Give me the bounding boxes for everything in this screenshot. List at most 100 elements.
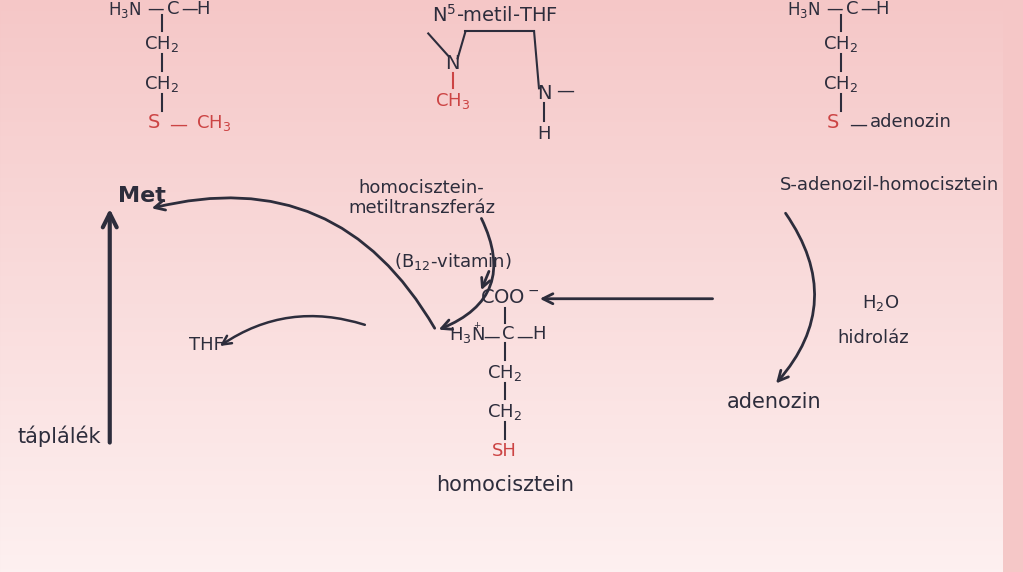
Bar bbox=[0, 296, 1003, 297]
Bar bbox=[0, 320, 1003, 321]
Bar bbox=[0, 133, 1003, 134]
Text: N: N bbox=[537, 84, 551, 103]
Text: N: N bbox=[445, 54, 460, 73]
Bar bbox=[0, 537, 1003, 538]
Bar bbox=[0, 38, 1003, 39]
Bar bbox=[0, 276, 1003, 277]
Bar bbox=[0, 484, 1003, 485]
Bar bbox=[0, 299, 1003, 300]
Bar bbox=[0, 175, 1003, 176]
Bar bbox=[0, 219, 1003, 220]
Bar bbox=[0, 290, 1003, 291]
Bar bbox=[0, 146, 1003, 147]
Bar bbox=[0, 388, 1003, 390]
Bar bbox=[0, 476, 1003, 477]
Bar bbox=[0, 288, 1003, 289]
Bar bbox=[0, 468, 1003, 469]
Bar bbox=[0, 535, 1003, 536]
Text: $\mathregular{CH_3}$: $\mathregular{CH_3}$ bbox=[196, 113, 231, 133]
Bar bbox=[0, 76, 1003, 77]
Bar bbox=[0, 500, 1003, 501]
Bar bbox=[0, 455, 1003, 456]
Bar bbox=[0, 560, 1003, 561]
Bar bbox=[0, 440, 1003, 442]
Bar bbox=[0, 197, 1003, 198]
Bar bbox=[0, 533, 1003, 534]
Bar bbox=[0, 536, 1003, 537]
Text: —: — bbox=[860, 0, 877, 18]
Bar bbox=[0, 570, 1003, 571]
Bar bbox=[0, 291, 1003, 292]
Text: $\mathregular{H_3N}$: $\mathregular{H_3N}$ bbox=[787, 0, 820, 19]
Bar bbox=[0, 27, 1003, 29]
Bar bbox=[0, 246, 1003, 247]
Bar bbox=[0, 43, 1003, 45]
Bar bbox=[0, 474, 1003, 475]
Bar bbox=[0, 355, 1003, 356]
Bar bbox=[0, 74, 1003, 76]
Bar bbox=[0, 414, 1003, 415]
Bar bbox=[0, 214, 1003, 215]
Bar bbox=[0, 114, 1003, 115]
Bar bbox=[0, 26, 1003, 27]
Bar bbox=[0, 89, 1003, 90]
Bar bbox=[0, 242, 1003, 243]
Bar bbox=[0, 460, 1003, 461]
Bar bbox=[0, 119, 1003, 120]
Bar bbox=[0, 316, 1003, 317]
Bar bbox=[0, 204, 1003, 205]
Bar bbox=[0, 491, 1003, 492]
Text: H: H bbox=[532, 325, 545, 343]
Bar bbox=[0, 568, 1003, 569]
Bar bbox=[0, 164, 1003, 165]
Text: —: — bbox=[483, 328, 500, 345]
Bar bbox=[0, 556, 1003, 557]
Bar bbox=[0, 69, 1003, 70]
Bar bbox=[0, 311, 1003, 312]
Bar bbox=[0, 208, 1003, 209]
Bar bbox=[0, 411, 1003, 412]
Bar bbox=[0, 325, 1003, 327]
Bar bbox=[0, 199, 1003, 200]
Bar bbox=[0, 404, 1003, 406]
Bar bbox=[0, 159, 1003, 160]
Bar bbox=[0, 81, 1003, 82]
Bar bbox=[0, 383, 1003, 384]
Bar bbox=[0, 152, 1003, 153]
Bar bbox=[0, 249, 1003, 250]
Bar bbox=[0, 514, 1003, 515]
Bar bbox=[0, 486, 1003, 487]
Bar bbox=[0, 558, 1003, 559]
Bar bbox=[0, 403, 1003, 404]
Bar bbox=[0, 215, 1003, 216]
Bar bbox=[0, 92, 1003, 93]
Bar bbox=[0, 35, 1003, 37]
Text: S-adenozil-homocisztein: S-adenozil-homocisztein bbox=[781, 176, 999, 194]
Text: S: S bbox=[147, 113, 160, 132]
Bar bbox=[0, 544, 1003, 545]
Bar bbox=[0, 367, 1003, 368]
Text: $\mathregular{CH_2}$: $\mathregular{CH_2}$ bbox=[824, 74, 858, 94]
Bar bbox=[0, 348, 1003, 349]
Bar bbox=[0, 190, 1003, 191]
Bar bbox=[0, 22, 1003, 23]
Bar bbox=[0, 305, 1003, 307]
Bar bbox=[0, 123, 1003, 124]
Bar bbox=[0, 363, 1003, 364]
Bar bbox=[0, 308, 1003, 309]
Bar bbox=[0, 233, 1003, 234]
Bar bbox=[0, 97, 1003, 98]
Bar bbox=[0, 163, 1003, 164]
Bar bbox=[0, 488, 1003, 489]
Bar bbox=[0, 17, 1003, 18]
Bar bbox=[0, 372, 1003, 374]
Bar bbox=[0, 188, 1003, 189]
Bar bbox=[0, 324, 1003, 325]
Bar bbox=[0, 368, 1003, 370]
Bar bbox=[0, 46, 1003, 47]
Bar bbox=[0, 538, 1003, 539]
Text: $\mathregular{CH_3}$: $\mathregular{CH_3}$ bbox=[435, 92, 471, 112]
Bar bbox=[0, 349, 1003, 351]
Bar bbox=[0, 295, 1003, 296]
Text: H$_3$N: H$_3$N bbox=[449, 325, 485, 345]
